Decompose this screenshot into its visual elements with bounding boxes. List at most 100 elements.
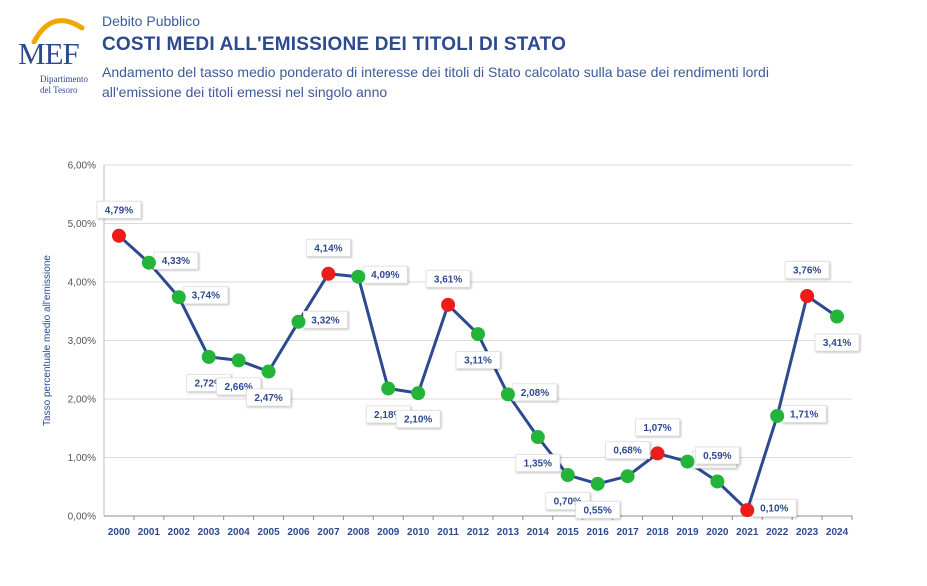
data-point [770,408,785,423]
data-label-box [246,388,291,407]
data-point [710,474,725,489]
x-tick-label: 2005 [257,527,280,538]
section-title: Debito Pubblico [102,13,201,29]
y-tick-label: 3,00% [68,336,96,347]
data-label: 2,08% [521,388,549,399]
data-label: 3,41% [823,338,851,349]
data-label: 3,61% [434,274,462,285]
data-point [141,255,156,270]
page-subtitle: Andamento del tasso medio ponderato di i… [102,64,769,100]
x-tick-label: 2012 [467,527,490,538]
x-tick-label: 2000 [108,527,131,538]
x-tick-label: 2009 [377,527,400,538]
data-label-box [455,351,501,369]
page-title: COSTI MEDI ALL'EMISSIONE DEI TITOLI DI S… [102,34,567,55]
data-point [830,309,845,324]
x-tick-label: 2015 [557,527,580,538]
x-tick-label: 2007 [317,527,340,538]
data-point [590,476,605,491]
x-tick-label: 2013 [497,527,520,538]
data-label-box [96,200,142,219]
data-label: 0,70% [554,497,582,508]
series-line [117,234,838,512]
data-point [321,266,336,281]
data-label: 4,33% [162,256,190,267]
x-tick-label: 2003 [198,527,221,538]
y-tick-label: 4,00% [68,278,96,289]
data-point [441,297,456,312]
data-label: 1,35% [524,459,552,470]
x-tick-label: 2020 [706,527,729,538]
y-tick-label: 0,00% [68,512,96,523]
data-label: 1,07% [643,423,671,434]
data-label-box [814,333,860,352]
data-point [291,314,306,329]
x-tick-label: 2024 [826,527,849,538]
data-label: 3,74% [192,291,220,302]
logo-dept-line1: Dipartimento [40,74,88,84]
data-label: 0,68% [613,446,641,457]
x-tick-label: 2019 [676,527,699,538]
data-point [500,387,515,402]
data-label: 0,10% [760,504,788,515]
data-point [800,289,815,304]
data-label: 2,66% [224,382,252,393]
x-tick-label: 2016 [587,527,610,538]
data-point [201,349,216,364]
x-tick-label: 2001 [138,527,161,538]
y-tick-label: 5,00% [68,219,96,230]
data-label-box [425,269,471,288]
data-label-box [784,261,830,279]
data-label-box [575,500,621,519]
data-point [171,290,186,305]
data-label-box [635,418,680,437]
logo-department: Dipartimento del Tesoro [40,74,88,96]
data-label: 2,47% [254,393,282,404]
data-point [620,469,635,484]
data-label-box [694,446,740,465]
data-label: 2,10% [404,415,432,426]
data-label: 0,59% [703,451,731,462]
x-tick-label: 2002 [168,527,191,538]
x-tick-label: 2004 [228,527,251,538]
data-label: 3,32% [311,315,339,326]
data-point [530,430,545,445]
data-label-box [515,454,561,472]
x-tick-label: 2011 [437,527,459,538]
data-label: 2,18% [374,410,402,421]
data-point [560,468,575,483]
y-tick-label: 2,00% [68,395,96,406]
x-tick-label: 2014 [527,527,550,538]
logo-text: MEF [18,36,80,71]
data-point [650,446,665,461]
data-label: 3,76% [793,266,821,277]
data-point [351,269,366,284]
data-label: 1,71% [790,409,818,420]
data-point [680,454,695,469]
data-label: 2,72% [195,378,223,389]
data-label-box [305,238,351,257]
data-label-box [605,441,650,460]
x-tick-label: 2008 [347,527,370,538]
y-axis-title: Tasso percentuale medio all'emissione [42,255,53,426]
logo-dept-line2: del Tesoro [40,85,78,95]
x-tick-label: 2021 [736,527,759,538]
x-tick-label: 2010 [407,527,430,538]
data-point [231,353,246,368]
x-tick-label: 2018 [646,527,669,538]
x-tick-label: 2017 [616,527,639,538]
data-label: 3,11% [464,356,492,367]
y-tick-label: 6,00% [68,161,96,172]
data-point [411,386,426,401]
data-point [261,364,276,379]
data-label-box [395,410,441,429]
data-label: 4,09% [371,270,399,281]
data-label: 0,55% [584,505,612,516]
data-point [740,503,755,518]
logo-arc-icon [31,18,85,44]
x-tick-label: 2023 [796,527,819,538]
data-point [381,381,396,396]
mef-logo: MEF Dipartimento del Tesoro [14,14,104,104]
data-point [111,228,126,243]
